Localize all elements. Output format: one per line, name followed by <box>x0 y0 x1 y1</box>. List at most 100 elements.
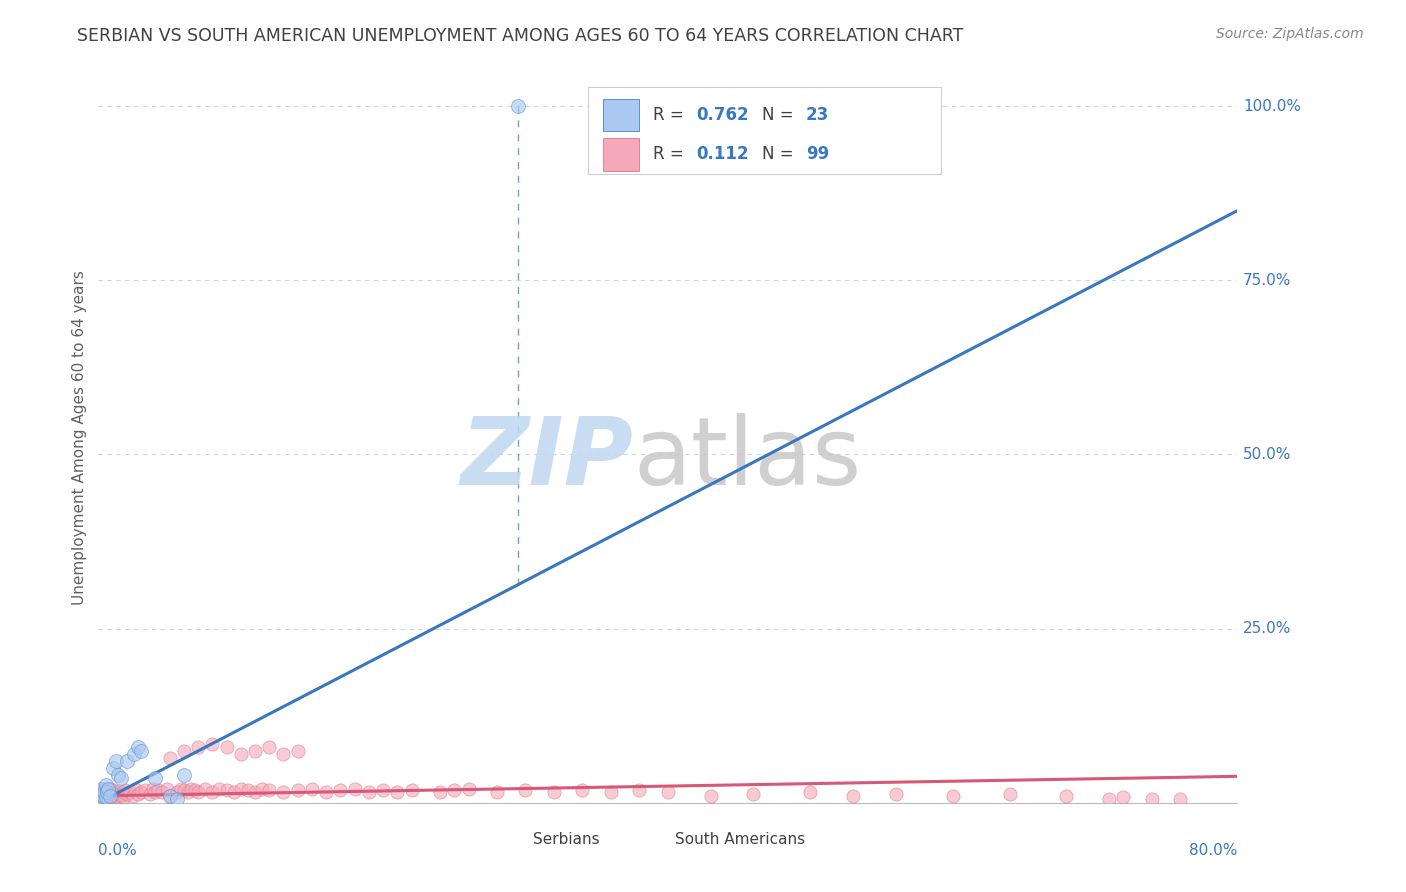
Point <box>373 783 395 797</box>
FancyBboxPatch shape <box>603 138 640 170</box>
Point <box>184 783 207 797</box>
Point <box>229 781 252 796</box>
Point <box>194 781 217 796</box>
Point <box>401 783 423 797</box>
Point <box>170 781 193 796</box>
Text: 100.0%: 100.0% <box>1243 99 1301 113</box>
FancyBboxPatch shape <box>603 99 640 131</box>
Point <box>107 790 129 805</box>
Point <box>91 789 114 803</box>
Point <box>187 740 209 755</box>
Point <box>287 783 309 797</box>
Point <box>287 743 309 757</box>
Text: 99: 99 <box>806 145 830 163</box>
Point <box>998 788 1021 802</box>
Point <box>159 789 181 803</box>
Text: 25.0%: 25.0% <box>1243 621 1291 636</box>
Text: N =: N = <box>762 145 799 163</box>
Point <box>114 783 136 797</box>
Point <box>208 781 231 796</box>
Point <box>222 785 245 799</box>
Point <box>243 785 266 799</box>
Point <box>112 790 135 805</box>
Point <box>98 789 121 803</box>
Point <box>259 783 281 797</box>
Point <box>173 783 195 797</box>
Point <box>107 768 129 782</box>
Point <box>94 778 117 792</box>
Point <box>104 789 127 803</box>
Point <box>180 781 202 796</box>
Point <box>138 788 160 802</box>
Point <box>1098 792 1121 806</box>
Point <box>118 785 141 799</box>
Point <box>89 789 111 803</box>
Point <box>94 790 117 805</box>
Point <box>166 792 188 806</box>
Point <box>152 785 174 799</box>
Point <box>159 750 181 764</box>
Point <box>508 99 530 113</box>
Point <box>91 781 114 796</box>
Point <box>134 783 156 797</box>
Point <box>236 783 259 797</box>
Point <box>884 788 907 802</box>
Point <box>177 785 200 799</box>
Point <box>273 747 295 761</box>
FancyBboxPatch shape <box>588 87 941 174</box>
FancyBboxPatch shape <box>489 827 526 852</box>
Point <box>600 785 623 799</box>
Point <box>93 790 115 805</box>
Point <box>657 785 679 799</box>
Point <box>100 785 122 799</box>
Point <box>101 783 124 797</box>
Point <box>145 785 167 799</box>
Text: 0.762: 0.762 <box>696 106 749 124</box>
Text: ZIP: ZIP <box>461 413 634 505</box>
Point <box>486 785 509 799</box>
Y-axis label: Unemployment Among Ages 60 to 64 years: Unemployment Among Ages 60 to 64 years <box>72 269 87 605</box>
Point <box>101 790 124 805</box>
Point <box>96 789 118 803</box>
Point <box>145 772 167 786</box>
Text: R =: R = <box>652 145 689 163</box>
Text: atlas: atlas <box>634 413 862 505</box>
Point <box>122 747 145 761</box>
Text: SERBIAN VS SOUTH AMERICAN UNEMPLOYMENT AMONG AGES 60 TO 64 YEARS CORRELATION CHA: SERBIAN VS SOUTH AMERICAN UNEMPLOYMENT A… <box>77 27 963 45</box>
Point <box>90 781 112 796</box>
Point <box>515 783 537 797</box>
Point <box>124 781 146 796</box>
Point <box>127 740 149 755</box>
FancyBboxPatch shape <box>628 827 665 852</box>
Point <box>243 743 266 757</box>
Text: Serbians: Serbians <box>533 832 600 847</box>
Point <box>215 783 238 797</box>
Point <box>1140 792 1163 806</box>
Point <box>94 788 117 802</box>
Point <box>115 788 138 802</box>
Point <box>141 781 163 796</box>
Point <box>105 785 128 799</box>
Point <box>97 785 120 799</box>
Point <box>89 789 111 803</box>
Point <box>173 768 195 782</box>
Point <box>1056 789 1078 803</box>
Point <box>90 792 112 806</box>
Point <box>96 785 118 799</box>
Point <box>343 781 366 796</box>
Point <box>159 789 181 803</box>
Point <box>93 785 115 799</box>
Point <box>201 737 224 751</box>
Point <box>127 788 149 802</box>
Point <box>121 789 143 803</box>
Point <box>96 781 118 796</box>
Point <box>571 783 593 797</box>
Point <box>93 785 115 799</box>
Point <box>543 785 565 799</box>
Point <box>357 785 380 799</box>
Point <box>799 785 821 799</box>
Point <box>443 783 465 797</box>
Point <box>91 789 114 803</box>
Point <box>842 789 865 803</box>
Point <box>229 747 252 761</box>
